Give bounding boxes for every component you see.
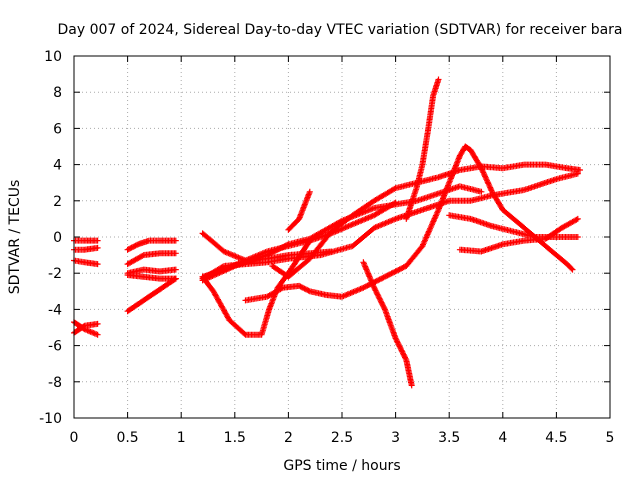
data-point-marks	[124, 275, 179, 315]
y-tick-label: 10	[44, 49, 62, 65]
y-tick-label: 8	[53, 85, 62, 101]
data-point-marks	[242, 143, 576, 304]
series-sat-q	[269, 161, 583, 280]
y-tick-label: 2	[53, 194, 62, 210]
y-tick-label: -4	[48, 302, 62, 318]
data-point-marks	[124, 250, 179, 268]
y-tick-label: -8	[48, 375, 62, 391]
data-marks	[71, 76, 583, 389]
y-tick-label: -6	[48, 339, 62, 355]
data-point-marks	[456, 215, 581, 255]
y-tick-label: 6	[53, 121, 62, 137]
y-tick-label: -10	[39, 411, 62, 427]
series-sat-g	[124, 250, 179, 268]
data-point-marks	[360, 259, 415, 389]
series-sat-t	[403, 76, 442, 222]
data-point-marks	[269, 161, 583, 280]
series-sat-j	[124, 275, 179, 315]
series-sat-s	[360, 259, 415, 389]
x-tick-label: 3.5	[438, 430, 460, 446]
x-tick-label: 0	[70, 430, 79, 446]
data-point-marks	[71, 257, 101, 268]
x-tick-label: 4.5	[545, 430, 567, 446]
series-sat-f	[124, 237, 179, 253]
series-sat-a	[71, 237, 101, 244]
data-point-marks	[285, 188, 313, 233]
data-point-marks	[71, 237, 101, 244]
x-tick-label: 3	[391, 430, 400, 446]
y-tick-label: 4	[53, 158, 62, 174]
axis-ticks: 0 0.5 1 1.5 2 2.5 3 3.5 4 4.5 5 -10 -8 -6 -4 -2 0 2 4 6 8 10	[39, 49, 614, 446]
x-tick-label: 1.5	[224, 430, 246, 446]
series-sat-r	[285, 188, 313, 233]
x-tick-label: 4	[498, 430, 507, 446]
grid	[74, 56, 610, 418]
series-sat-p	[242, 143, 576, 304]
x-tick-label: 0.5	[116, 430, 138, 446]
data-point-marks	[403, 76, 442, 222]
y-tick-label: 0	[53, 230, 62, 246]
series-sat-c	[71, 257, 101, 268]
chart-title: Day 007 of 2024, Sidereal Day-to-day VTE…	[57, 22, 622, 38]
data-point-marks	[71, 244, 101, 253]
x-tick-label: 2	[284, 430, 293, 446]
y-axis-label: SDTVAR / TECUs	[7, 180, 23, 295]
x-tick-label: 2.5	[331, 430, 353, 446]
x-tick-label: 5	[606, 430, 615, 446]
y-tick-label: -2	[48, 266, 62, 282]
x-tick-label: 1	[177, 430, 186, 446]
series-sat-v	[456, 215, 581, 255]
x-axis-label: GPS time / hours	[283, 458, 400, 474]
data-point-marks	[124, 237, 179, 253]
series-sat-b	[71, 244, 101, 253]
